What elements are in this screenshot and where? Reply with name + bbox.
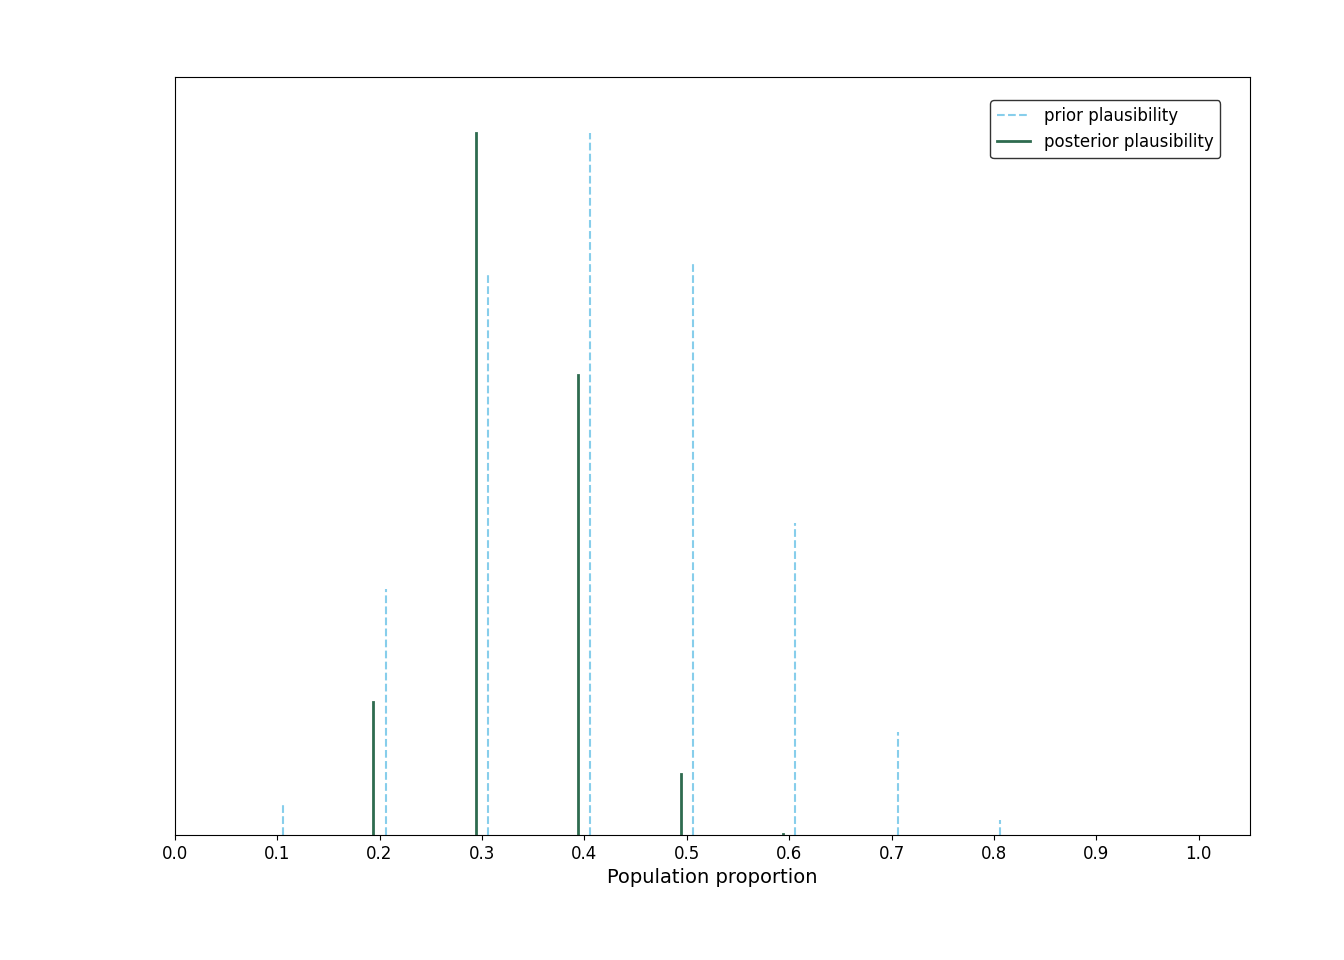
Legend: prior plausibility, posterior plausibility: prior plausibility, posterior plausibili… [991, 100, 1220, 158]
X-axis label: Population proportion: Population proportion [607, 869, 817, 887]
